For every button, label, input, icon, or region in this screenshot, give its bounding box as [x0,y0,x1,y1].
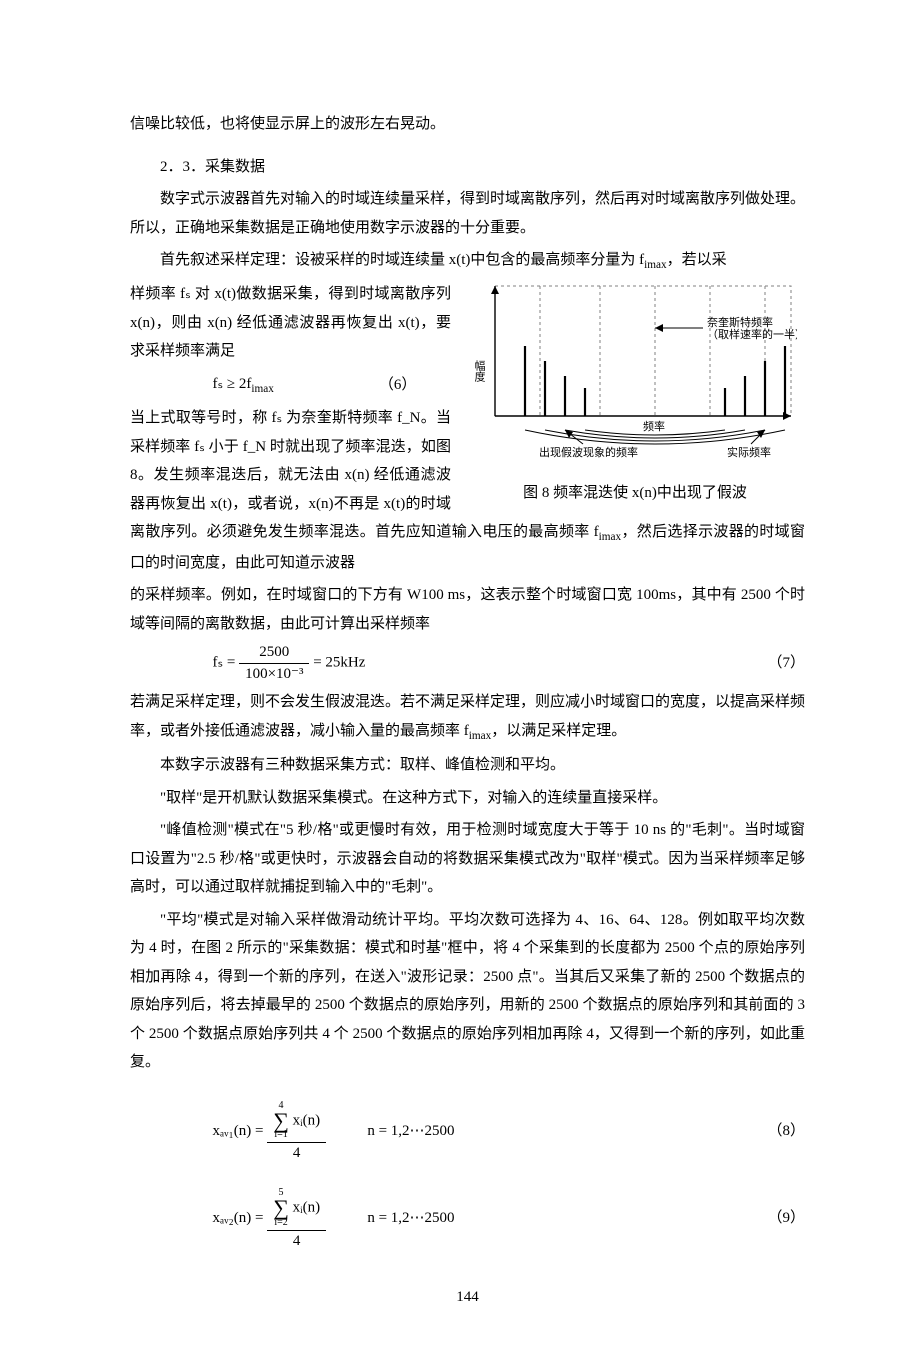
eq9-fraction: 5∑i=2 xᵢ(n) 4 [267,1186,326,1251]
paragraph-condition: 若满足采样定理，则不会发生假波混迭。若不满足采样定理，则应减小时域窗口的宽度，以… [130,688,805,747]
alias-label: 出现假波现象的频率 [539,445,638,459]
eq9-sum-bot: i=2 [273,1218,289,1228]
paragraph-example: 的采样频率。例如，在时域窗口的下方有 W100 ms，这表示整个时域窗口宽 10… [130,581,805,638]
eq8-lhs: xₐᵥ₁(n) = [213,1123,264,1139]
text: 首先叙述采样定理：设被采样的时域连续量 x(t)中包含的最高频率分量为 f [160,252,644,268]
eq9-number: （9） [767,1204,805,1233]
paragraph-average-mode: "平均"模式是对输入采样做滑动统计平均。平均次数可选择为 4、16、64、128… [130,906,805,1077]
nyquist-label-2: （取样速率的一半） [707,327,797,341]
eq9-lhs: xₐᵥ₂(n) = [213,1210,264,1226]
eq9-sum-body: xᵢ(n) [293,1199,320,1215]
x-axis-label: 频率 [643,419,665,433]
equation-9: xₐᵥ₂(n) = 5∑i=2 xᵢ(n) 4 n = 1,2⋯2500 （9） [130,1186,805,1251]
paragraph-modes: 本数字示波器有三种数据采集方式：取样、峰值检测和平均。 [130,751,805,780]
equation-8: xₐᵥ₁(n) = 4∑i=1 xᵢ(n) 4 n = 1,2⋯2500 （8） [130,1099,805,1164]
eq8-sum-body: xᵢ(n) [293,1112,320,1128]
eq8-denominator: 4 [267,1143,326,1164]
eq8-cond: n = 1,2⋯2500 [367,1123,454,1139]
eq9-denominator: 4 [267,1231,326,1252]
eq6-number: （6） [379,371,417,400]
real-label: 实际频率 [727,445,771,459]
eq8-fraction: 4∑i=1 xᵢ(n) 4 [267,1099,326,1164]
text: ，以满足采样定理。 [491,723,626,739]
eq7-number: （7） [767,649,805,678]
nyquist-label-1: 奈奎斯特频率 [707,315,773,329]
paragraph-intro: 数字式示波器首先对输入的时域连续量采样，得到时域离散序列，然后再对时域离散序列做… [130,185,805,242]
eq9-cond: n = 1,2⋯2500 [367,1210,454,1226]
eq6-body: fₛ ≥ 2f [213,376,252,392]
paragraph-sample-mode: "取样"是开机默认数据采集模式。在这种方式下，对输入的连续量直接采样。 [130,784,805,813]
eq7-denominator: 100×10⁻³ [239,664,309,685]
eq9-numerator: 5∑i=2 xᵢ(n) [267,1186,326,1231]
eq8-sum-bot: i=1 [273,1130,289,1140]
page-number: 144 [130,1289,805,1306]
spectral-lines [525,346,785,416]
figure-8-svg: 奈奎斯特频率 （取样速率的一半） 幅度 频率 出现假波现象的频率 实际频率 [465,280,797,470]
y-axis-label: 幅度 [473,360,486,383]
equation-6: fₛ ≥ 2fimax （6） [130,370,451,400]
eq7-rhs: = 25kHz [313,655,365,671]
eq6-sub: imax [251,383,274,395]
imax-sub: imax [599,531,622,543]
paragraph-top: 信噪比较低，也将使显示屏上的波形左右晃动。 [130,110,805,139]
eq8-numerator: 4∑i=1 xᵢ(n) [267,1099,326,1144]
figure-8-box: 奈奎斯特频率 （取样速率的一半） 幅度 频率 出现假波现象的频率 实际频率 图 … [465,280,805,502]
figure-8-caption: 图 8 频率混迭使 x(n)中出现了假波 [465,481,805,502]
paragraph-sampling-theorem-a: 首先叙述采样定理：设被采样的时域连续量 x(t)中包含的最高频率分量为 fima… [130,246,805,276]
dashed-frame [495,286,791,416]
section-title-2-3: 2．3．采集数据 [130,153,805,182]
paragraph-peak-mode: "峰值检测"模式在"5 秒/格"或更慢时有效，用于检测时域宽度大于等于 10 n… [130,816,805,902]
eq8-number: （8） [767,1117,805,1146]
imax-sub: imax [469,730,492,742]
eq7-lhs: fₛ = [213,655,236,671]
equation-7: fₛ = 2500 100×10⁻³ = 25kHz （7） [130,642,805,684]
text: 若满足采样定理，则不会发生假波混迭。若不满足采样定理，则应减小时域窗口的宽度，以… [130,694,805,739]
eq7-fraction: 2500 100×10⁻³ [239,642,309,684]
imax-sub: imax [644,259,667,271]
page: 信噪比较低，也将使显示屏上的波形左右晃动。 2．3．采集数据 数字式示波器首先对… [0,0,920,1346]
text: ，若以采 [667,252,727,268]
eq7-numerator: 2500 [239,642,309,664]
